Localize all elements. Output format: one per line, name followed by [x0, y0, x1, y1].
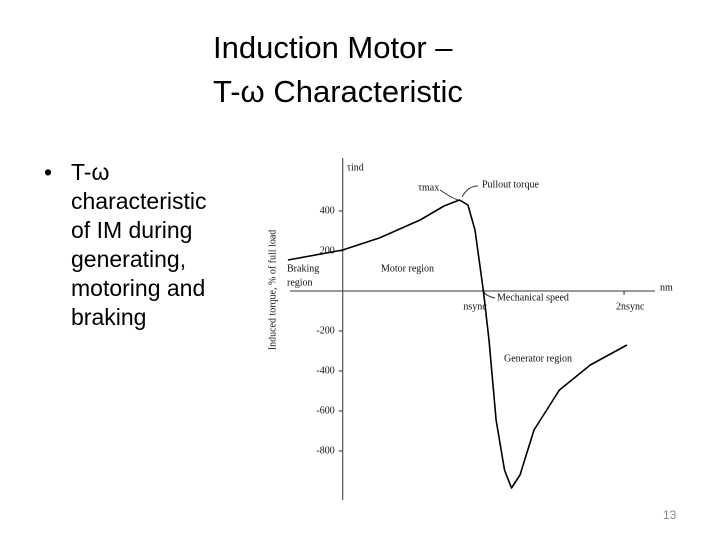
title-line: Induction Motor – — [213, 30, 453, 65]
x-tick-label: nsync — [463, 301, 487, 312]
y-tick-label: 400 — [320, 205, 335, 216]
page-number: 13 — [663, 508, 677, 522]
bullet-line: motoring and — [71, 275, 206, 301]
y-tick-label: -600 — [316, 405, 334, 416]
y-tick-label: -800 — [316, 445, 334, 456]
bullet-list: • T-ω characteristic of IM during genera… — [40, 158, 206, 332]
bullet-line: T-ω — [71, 159, 110, 185]
annotation: Pullout torque — [482, 179, 540, 190]
torque-curve — [287, 199, 628, 489]
bullet-line: characteristic — [71, 188, 207, 214]
bullet-line: generating, — [71, 246, 187, 272]
y-tick-label: -400 — [316, 365, 334, 376]
annotation: Motor region — [381, 263, 434, 274]
annotation: τmax — [418, 182, 439, 193]
y-tick-label: 200 — [320, 245, 335, 256]
slide-title: Induction Motor – T-ω Characteristic — [213, 26, 463, 114]
y-axis-label: Induced torque, % of full load — [267, 230, 278, 351]
pointer — [439, 185, 479, 201]
annotation: Mechanical speed — [497, 292, 569, 303]
annotation: Generator region — [504, 353, 572, 364]
y-axis-symbol: τind — [347, 162, 364, 173]
bullet-line: of IM during — [71, 217, 193, 243]
bullet-dot: • — [44, 159, 53, 185]
x-tick-label: 2nsync — [616, 301, 645, 312]
x-axis-label: nm — [660, 282, 673, 293]
y-tick-label: -200 — [316, 325, 334, 336]
pointer — [483, 291, 496, 299]
annotation: region — [287, 277, 313, 288]
annotation: Braking — [287, 263, 319, 274]
title-line: T-ω Characteristic — [213, 74, 463, 109]
bullet-line: braking — [71, 304, 147, 330]
